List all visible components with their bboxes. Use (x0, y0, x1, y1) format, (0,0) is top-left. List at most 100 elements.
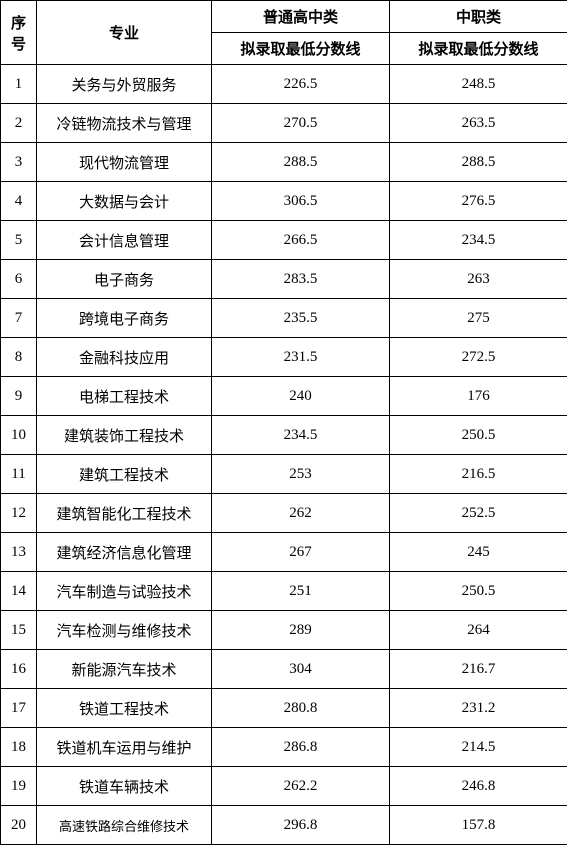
cell-vocational-score: 275 (390, 299, 567, 338)
cell-major: 电梯工程技术 (37, 377, 212, 416)
cell-general-high-score: 289 (212, 611, 390, 650)
cell-major: 会计信息管理 (37, 221, 212, 260)
table-row: 20高速铁路综合维修技术296.8157.8 (1, 806, 567, 845)
cell-vocational-score: 272.5 (390, 338, 567, 377)
cell-major: 汽车检测与维修技术 (37, 611, 212, 650)
score-table-container: 序 号 专业 普通高中类 中职类 拟录取最低分数线 拟录取最低分数线 1关务与外… (0, 0, 567, 845)
table-row: 10建筑装饰工程技术234.5250.5 (1, 416, 567, 455)
table-row: 17铁道工程技术280.8231.2 (1, 689, 567, 728)
cell-general-high-score: 251 (212, 572, 390, 611)
cell-vocational-score: 276.5 (390, 182, 567, 221)
cell-vocational-score: 176 (390, 377, 567, 416)
header-major: 专业 (37, 1, 212, 65)
cell-general-high-score: 262.2 (212, 767, 390, 806)
cell-general-high-score: 288.5 (212, 143, 390, 182)
table-row: 11建筑工程技术253216.5 (1, 455, 567, 494)
cell-major: 新能源汽车技术 (37, 650, 212, 689)
cell-major: 冷链物流技术与管理 (37, 104, 212, 143)
cell-general-high-score: 267 (212, 533, 390, 572)
cell-vocational-score: 234.5 (390, 221, 567, 260)
header-voc-scoreline: 拟录取最低分数线 (390, 33, 567, 65)
cell-major: 建筑智能化工程技术 (37, 494, 212, 533)
table-row: 16新能源汽车技术304216.7 (1, 650, 567, 689)
cell-vocational-score: 157.8 (390, 806, 567, 845)
cell-general-high-score: 266.5 (212, 221, 390, 260)
table-header: 序 号 专业 普通高中类 中职类 拟录取最低分数线 拟录取最低分数线 (1, 1, 567, 65)
cell-major: 建筑装饰工程技术 (37, 416, 212, 455)
cell-seq: 13 (1, 533, 37, 572)
cell-seq: 4 (1, 182, 37, 221)
cell-major: 大数据与会计 (37, 182, 212, 221)
cell-vocational-score: 263 (390, 260, 567, 299)
cell-seq: 11 (1, 455, 37, 494)
cell-vocational-score: 216.5 (390, 455, 567, 494)
cell-vocational-score: 214.5 (390, 728, 567, 767)
cell-general-high-score: 226.5 (212, 65, 390, 104)
cell-seq: 9 (1, 377, 37, 416)
cell-seq: 16 (1, 650, 37, 689)
cell-vocational-score: 246.8 (390, 767, 567, 806)
table-row: 1关务与外贸服务226.5248.5 (1, 65, 567, 104)
table-row: 2冷链物流技术与管理270.5263.5 (1, 104, 567, 143)
cell-vocational-score: 288.5 (390, 143, 567, 182)
cell-general-high-score: 296.8 (212, 806, 390, 845)
cell-general-high-score: 283.5 (212, 260, 390, 299)
cell-general-high-score: 304 (212, 650, 390, 689)
cell-seq: 17 (1, 689, 37, 728)
header-seq-line1: 序 (1, 12, 36, 33)
cell-major: 铁道机车运用与维护 (37, 728, 212, 767)
table-row: 12建筑智能化工程技术262252.5 (1, 494, 567, 533)
table-row: 4大数据与会计306.5276.5 (1, 182, 567, 221)
cell-vocational-score: 248.5 (390, 65, 567, 104)
cell-seq: 7 (1, 299, 37, 338)
cell-vocational-score: 245 (390, 533, 567, 572)
cell-major: 电子商务 (37, 260, 212, 299)
cell-major: 建筑工程技术 (37, 455, 212, 494)
table-row: 3现代物流管理288.5288.5 (1, 143, 567, 182)
cell-vocational-score: 263.5 (390, 104, 567, 143)
header-seq: 序 号 (1, 1, 37, 65)
cell-general-high-score: 262 (212, 494, 390, 533)
cell-general-high-score: 234.5 (212, 416, 390, 455)
cell-vocational-score: 231.2 (390, 689, 567, 728)
table-row: 7跨境电子商务235.5275 (1, 299, 567, 338)
cell-major: 铁道工程技术 (37, 689, 212, 728)
cell-major: 汽车制造与试验技术 (37, 572, 212, 611)
cell-vocational-score: 216.7 (390, 650, 567, 689)
cell-seq: 12 (1, 494, 37, 533)
table-row: 14汽车制造与试验技术251250.5 (1, 572, 567, 611)
cell-seq: 14 (1, 572, 37, 611)
table-row: 13建筑经济信息化管理267245 (1, 533, 567, 572)
cell-seq: 5 (1, 221, 37, 260)
score-table: 序 号 专业 普通高中类 中职类 拟录取最低分数线 拟录取最低分数线 1关务与外… (0, 0, 567, 845)
cell-general-high-score: 235.5 (212, 299, 390, 338)
cell-major: 铁道车辆技术 (37, 767, 212, 806)
cell-major: 高速铁路综合维修技术 (37, 806, 212, 845)
table-row: 15汽车检测与维修技术289264 (1, 611, 567, 650)
cell-vocational-score: 252.5 (390, 494, 567, 533)
table-row: 19铁道车辆技术262.2246.8 (1, 767, 567, 806)
cell-general-high-score: 253 (212, 455, 390, 494)
cell-vocational-score: 264 (390, 611, 567, 650)
cell-general-high-score: 240 (212, 377, 390, 416)
cell-general-high-score: 231.5 (212, 338, 390, 377)
cell-seq: 19 (1, 767, 37, 806)
cell-seq: 1 (1, 65, 37, 104)
cell-vocational-score: 250.5 (390, 572, 567, 611)
cell-seq: 6 (1, 260, 37, 299)
cell-general-high-score: 280.8 (212, 689, 390, 728)
cell-seq: 3 (1, 143, 37, 182)
table-body: 1关务与外贸服务226.5248.52冷链物流技术与管理270.5263.53现… (1, 65, 567, 845)
cell-seq: 8 (1, 338, 37, 377)
cell-major: 建筑经济信息化管理 (37, 533, 212, 572)
cell-major: 跨境电子商务 (37, 299, 212, 338)
table-row: 9电梯工程技术240176 (1, 377, 567, 416)
cell-seq: 20 (1, 806, 37, 845)
header-seq-line2: 号 (1, 33, 36, 54)
cell-seq: 10 (1, 416, 37, 455)
header-row-top: 序 号 专业 普通高中类 中职类 (1, 1, 567, 33)
cell-major: 关务与外贸服务 (37, 65, 212, 104)
table-row: 18铁道机车运用与维护286.8214.5 (1, 728, 567, 767)
cell-seq: 2 (1, 104, 37, 143)
table-row: 5会计信息管理266.5234.5 (1, 221, 567, 260)
